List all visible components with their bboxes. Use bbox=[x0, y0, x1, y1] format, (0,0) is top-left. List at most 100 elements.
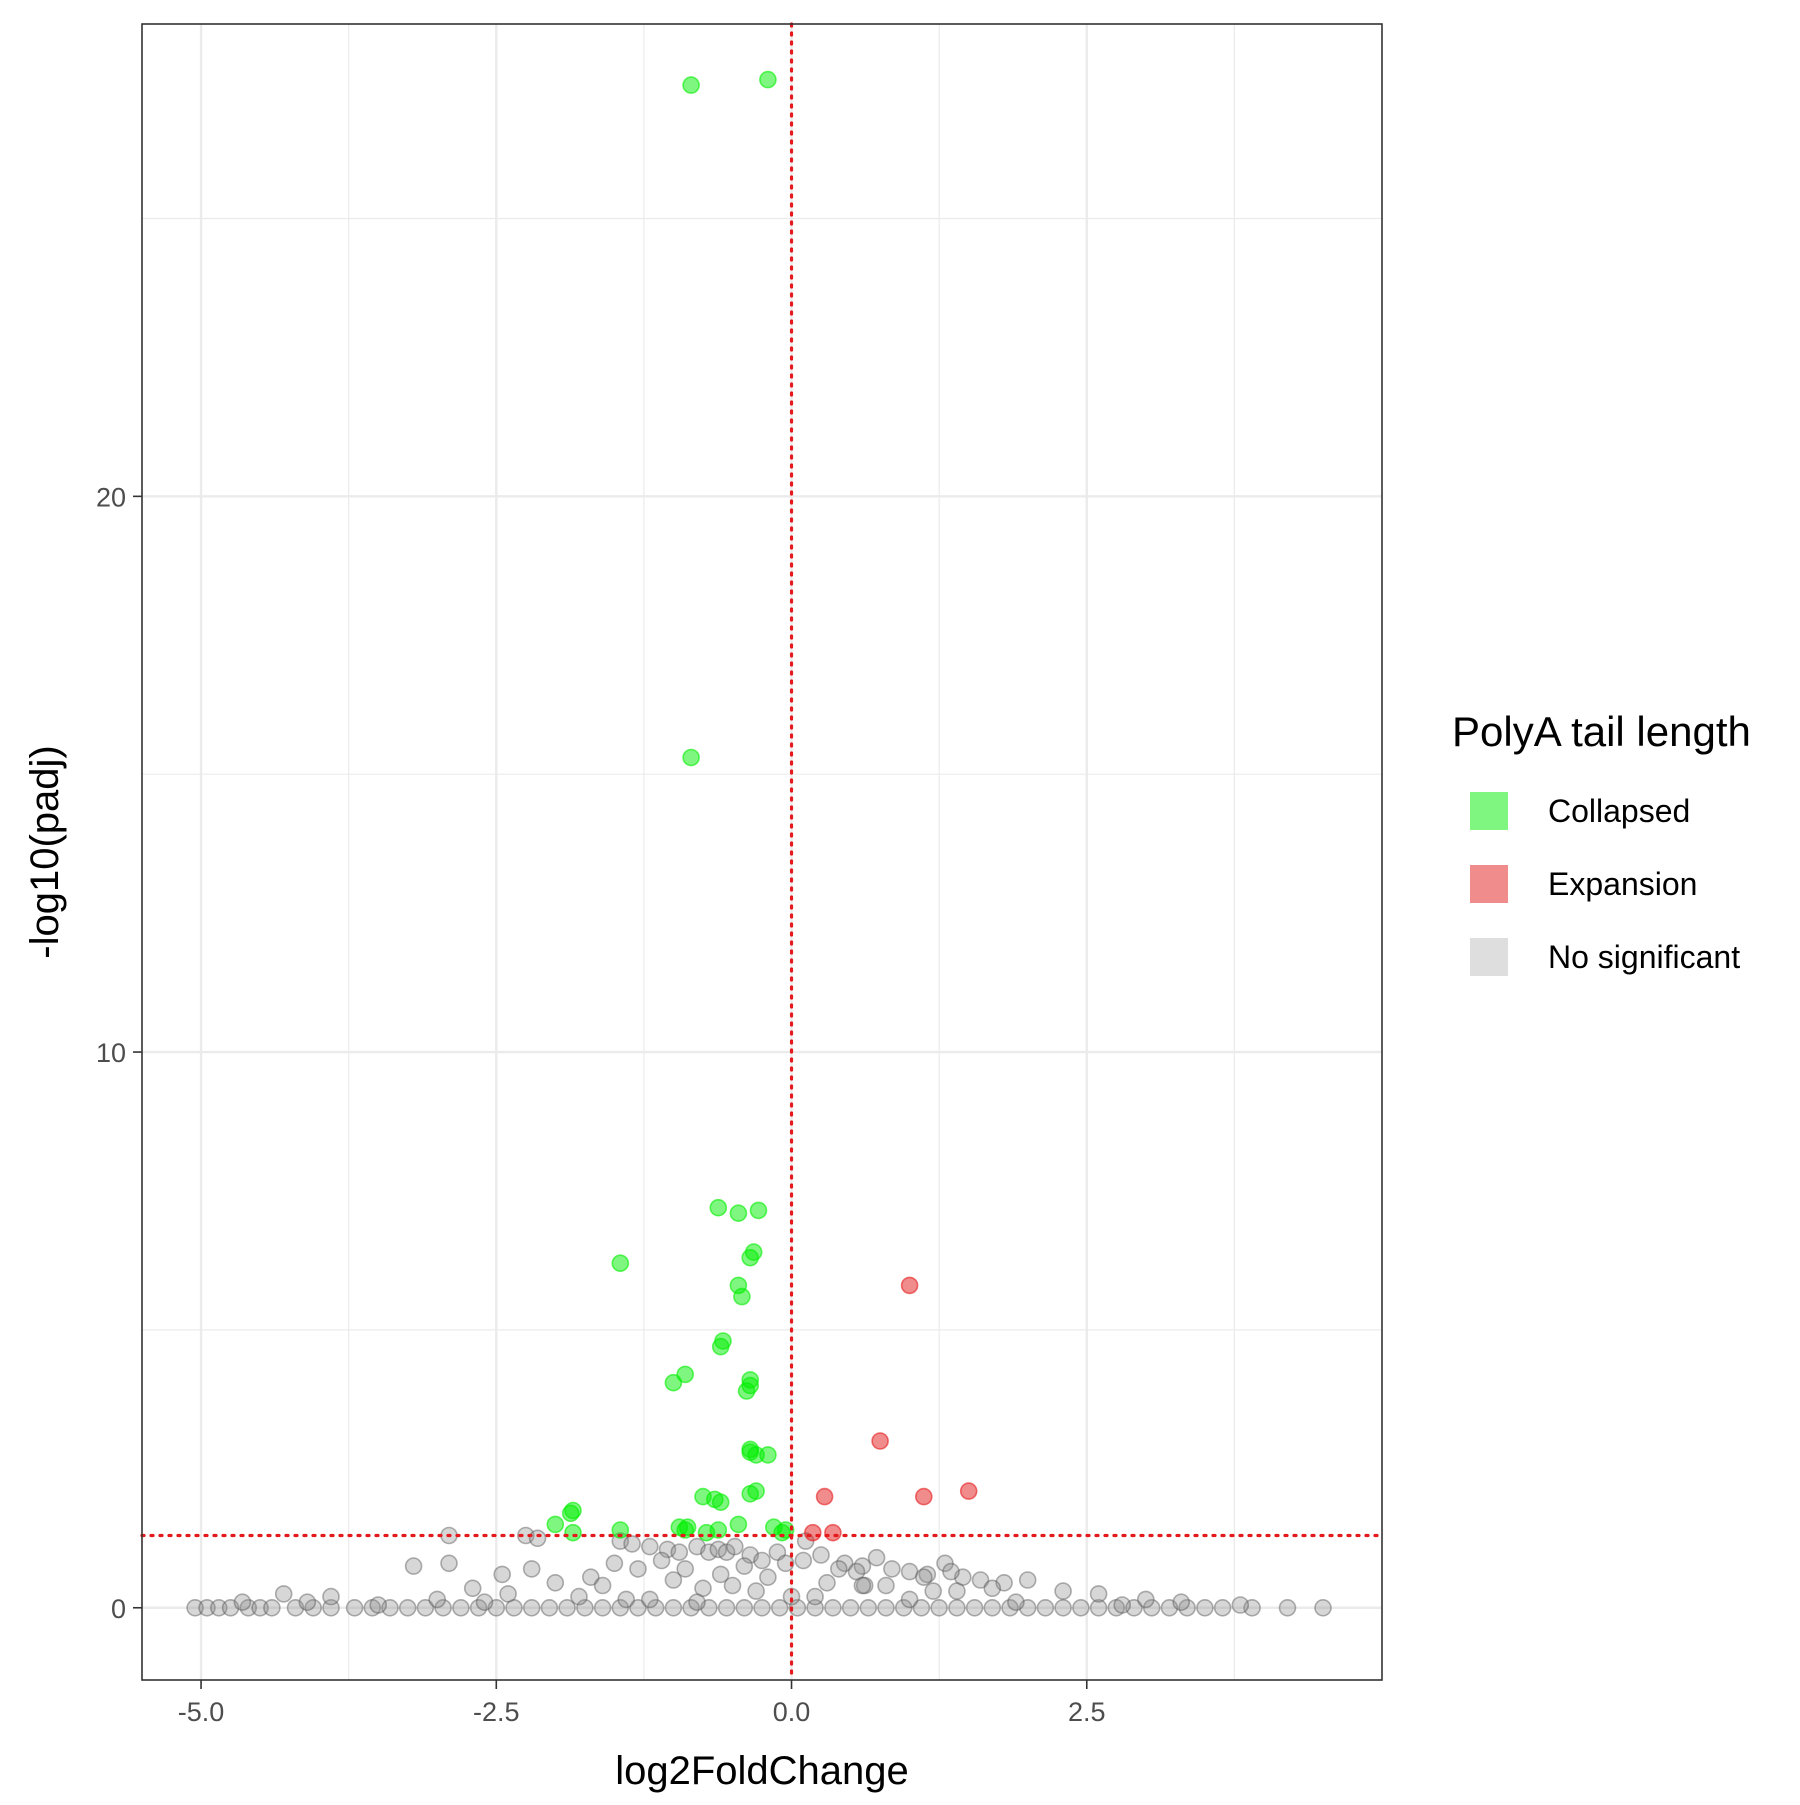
point-no-significant bbox=[1018, 1599, 1037, 1617]
point-no-significant bbox=[469, 1599, 488, 1617]
point-no-significant bbox=[463, 1579, 482, 1598]
legend-title: PolyA tail length bbox=[1452, 708, 1751, 755]
point-no-significant bbox=[210, 1599, 228, 1617]
point-no-significant bbox=[581, 1568, 600, 1586]
x-axis-title: log2FoldChange bbox=[615, 1749, 909, 1793]
point-no-significant bbox=[995, 1574, 1013, 1592]
point-no-significant bbox=[522, 1560, 541, 1578]
point-no-significant bbox=[747, 1582, 765, 1600]
point-no-significant bbox=[664, 1571, 683, 1589]
point-no-significant bbox=[652, 1551, 671, 1570]
legend-item-expansion: Expansion bbox=[1470, 865, 1697, 903]
point-no-significant bbox=[516, 1526, 535, 1545]
point-no-significant bbox=[1278, 1599, 1297, 1617]
point-no-significant bbox=[912, 1599, 931, 1617]
point-no-significant bbox=[877, 1599, 895, 1617]
point-no-significant bbox=[924, 1582, 943, 1600]
point-no-significant bbox=[434, 1599, 452, 1617]
point-no-significant bbox=[900, 1562, 919, 1581]
legend-item-no-significant: No significant bbox=[1470, 938, 1740, 976]
point-no-significant bbox=[1072, 1599, 1090, 1617]
point-no-significant bbox=[298, 1593, 317, 1611]
point-no-significant bbox=[440, 1554, 458, 1573]
point-no-significant bbox=[867, 1548, 886, 1567]
point-no-significant bbox=[812, 1546, 830, 1564]
point-expansion bbox=[803, 1523, 822, 1542]
point-no-significant bbox=[617, 1590, 636, 1609]
point-no-significant bbox=[741, 1546, 760, 1564]
point-no-significant bbox=[894, 1599, 913, 1617]
point-collapsed bbox=[664, 1373, 683, 1392]
legend-label-expansion: Expansion bbox=[1548, 866, 1697, 902]
point-no-significant bbox=[239, 1599, 258, 1617]
point-no-significant bbox=[605, 1554, 624, 1573]
point-no-significant bbox=[1054, 1582, 1072, 1600]
point-no-significant bbox=[859, 1599, 878, 1617]
legend-key-expansion bbox=[1470, 865, 1508, 903]
point-no-significant bbox=[487, 1599, 506, 1617]
point-collapsed bbox=[682, 76, 700, 94]
point-no-significant bbox=[700, 1543, 718, 1561]
point-no-significant bbox=[475, 1593, 494, 1611]
point-no-significant bbox=[1018, 1571, 1037, 1589]
point-no-significant bbox=[936, 1554, 954, 1573]
point-no-significant bbox=[853, 1557, 872, 1575]
point-no-significant bbox=[709, 1540, 728, 1559]
point-no-significant bbox=[251, 1599, 269, 1617]
point-no-significant bbox=[942, 1562, 960, 1581]
point-collapsed bbox=[561, 1504, 580, 1523]
point-no-significant bbox=[664, 1599, 683, 1617]
point-no-significant bbox=[723, 1576, 742, 1595]
point-no-significant bbox=[593, 1599, 612, 1617]
point-collapsed bbox=[676, 1365, 695, 1384]
point-no-significant bbox=[629, 1560, 647, 1578]
point-no-significant bbox=[670, 1543, 689, 1561]
point-no-significant bbox=[221, 1599, 240, 1617]
point-collapsed bbox=[759, 1446, 777, 1464]
point-no-significant bbox=[286, 1599, 305, 1617]
point-collapsed bbox=[741, 1485, 760, 1503]
point-no-significant bbox=[345, 1599, 364, 1617]
point-no-significant bbox=[1196, 1599, 1214, 1617]
legend-key-no-significant bbox=[1470, 938, 1508, 976]
point-no-significant bbox=[1137, 1590, 1155, 1609]
point-no-significant bbox=[428, 1590, 447, 1609]
point-no-significant bbox=[841, 1599, 860, 1617]
point-no-significant bbox=[965, 1599, 984, 1617]
point-no-significant bbox=[505, 1599, 523, 1617]
point-no-significant bbox=[971, 1571, 990, 1589]
point-no-significant bbox=[1178, 1599, 1196, 1617]
x-tick-label: -2.5 bbox=[473, 1697, 520, 1727]
point-no-significant bbox=[570, 1587, 588, 1606]
point-no-significant bbox=[788, 1599, 807, 1617]
point-expansion bbox=[824, 1523, 842, 1542]
legend-label-no-significant: No significant bbox=[1548, 939, 1740, 975]
y-tick-label: 0 bbox=[111, 1594, 126, 1624]
point-expansion bbox=[815, 1487, 834, 1506]
point-no-significant bbox=[546, 1574, 565, 1592]
point-no-significant bbox=[640, 1537, 659, 1556]
point-no-significant bbox=[1314, 1599, 1332, 1617]
point-collapsed bbox=[611, 1254, 630, 1272]
point-no-significant bbox=[398, 1599, 417, 1617]
point-no-significant bbox=[847, 1562, 866, 1581]
point-no-significant bbox=[1125, 1599, 1143, 1617]
point-no-significant bbox=[711, 1565, 730, 1584]
point-collapsed bbox=[729, 1515, 748, 1534]
point-collapsed bbox=[564, 1523, 582, 1542]
point-collapsed bbox=[682, 748, 700, 767]
point-no-significant bbox=[623, 1535, 641, 1553]
point-no-significant bbox=[735, 1557, 754, 1575]
x-tick-label: 0.0 bbox=[773, 1697, 811, 1727]
point-no-significant bbox=[198, 1599, 216, 1617]
point-no-significant bbox=[540, 1599, 559, 1617]
point-expansion bbox=[900, 1276, 919, 1295]
point-no-significant bbox=[1113, 1596, 1131, 1614]
point-no-significant bbox=[528, 1529, 547, 1548]
point-no-significant bbox=[806, 1599, 824, 1617]
point-no-significant bbox=[186, 1599, 204, 1617]
point-no-significant bbox=[658, 1540, 677, 1559]
point-no-significant bbox=[558, 1599, 576, 1617]
point-no-significant bbox=[770, 1599, 789, 1617]
point-no-significant bbox=[735, 1599, 754, 1617]
